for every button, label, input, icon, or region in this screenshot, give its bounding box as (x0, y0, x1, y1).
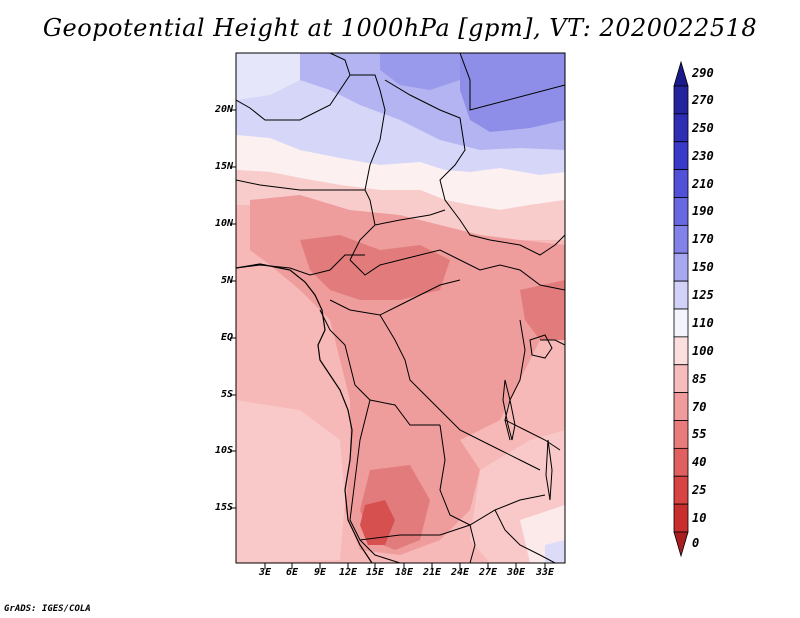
colorbar-swatch (673, 280, 689, 310)
lake-victoria (529, 334, 553, 359)
colorbar-swatch (673, 447, 689, 477)
field-red-east (520, 280, 565, 340)
lon-label-30e: 30E (506, 567, 526, 578)
colorbar-swatch (673, 503, 689, 533)
colorbar-label: 270 (692, 92, 714, 107)
colorbar-label: 85 (692, 371, 707, 386)
colorbar-swatch (673, 113, 689, 143)
colorbar-label: 70 (692, 399, 707, 414)
lon-label-9e: 9E (313, 567, 327, 578)
field-blue-southeast (545, 540, 565, 563)
colorbar-swatch (673, 60, 689, 87)
colorbar-label: 170 (692, 232, 714, 247)
coastline (236, 263, 373, 563)
colorbar-swatch (673, 308, 689, 338)
colorbar-label: 25 (692, 483, 707, 498)
lat-label-5s: 5S (220, 389, 233, 400)
footer-credit: GrADS: IGES/COLA (4, 604, 91, 614)
colorbar-swatch (673, 420, 689, 449)
lat-label-10n: 10N (214, 218, 233, 229)
lon-label-27e: 27E (478, 567, 498, 578)
lon-label-15e: 15E (365, 567, 385, 578)
lat-ticks (230, 109, 236, 509)
colorbar-label: 210 (692, 176, 714, 191)
lat-label-15s: 15S (214, 502, 233, 513)
field-blue-top-left (236, 53, 300, 100)
chart-title: Geopotential Height at 1000hPa [gpm], VT… (42, 14, 758, 42)
field-light-southwest (236, 400, 345, 563)
lon-label-6e: 6E (285, 567, 299, 578)
lon-label-12e: 12E (338, 567, 358, 578)
colorbar-swatch (673, 169, 689, 198)
colorbar-swatch (673, 141, 689, 171)
lat-label-15n: 15N (214, 161, 233, 172)
colorbar-label: 10 (692, 511, 707, 526)
lat-label-eq: EQ (220, 332, 233, 343)
colorbar-swatch (673, 224, 689, 254)
lon-label-21e: 21E (422, 567, 442, 578)
colorbar-label: 125 (692, 288, 714, 303)
field-blue-purple (380, 53, 460, 90)
map-frame (235, 52, 566, 564)
colorbar-label: 40 (692, 455, 707, 470)
lat-label-20n: 20N (214, 104, 233, 115)
colorbar-label: 0 (692, 535, 700, 550)
lat-label-10s: 10S (214, 445, 233, 456)
colorbar-swatch (673, 364, 689, 394)
field-white-band (236, 135, 565, 210)
colorbar-swatch (673, 197, 689, 226)
lon-label-3e: 3E (258, 567, 272, 578)
colorbar-label: 55 (692, 427, 707, 442)
lon-label-18e: 18E (394, 567, 414, 578)
colorbar-label: 190 (692, 204, 714, 219)
colorbar-label: 250 (692, 120, 714, 135)
colorbar-swatch (673, 252, 689, 282)
lake-tanganyika (502, 379, 516, 441)
lon-ticks (264, 563, 546, 569)
field-red-west (300, 235, 450, 300)
country-borders (236, 53, 565, 563)
field-pink-north (236, 170, 565, 240)
field-blue-deep (460, 53, 565, 132)
lon-label-33e: 33E (535, 567, 555, 578)
lat-label-5n: 5N (220, 275, 233, 286)
colorbar-label: 150 (692, 260, 714, 275)
colorbar-swatch (673, 531, 689, 558)
colorbar-swatch (673, 85, 689, 115)
colorbar-label: 290 (692, 65, 714, 80)
colorbar-swatch (673, 336, 689, 366)
colorbar-label: 100 (692, 343, 714, 358)
colorbar-swatch (673, 475, 689, 505)
lake-malawi (545, 439, 553, 501)
field-red-core (360, 500, 395, 545)
colorbar-swatch (673, 392, 689, 421)
colorbar-label: 230 (692, 148, 714, 163)
colorbar-label: 110 (692, 315, 714, 330)
lon-label-24e: 24E (450, 567, 470, 578)
colorbar (673, 60, 689, 558)
